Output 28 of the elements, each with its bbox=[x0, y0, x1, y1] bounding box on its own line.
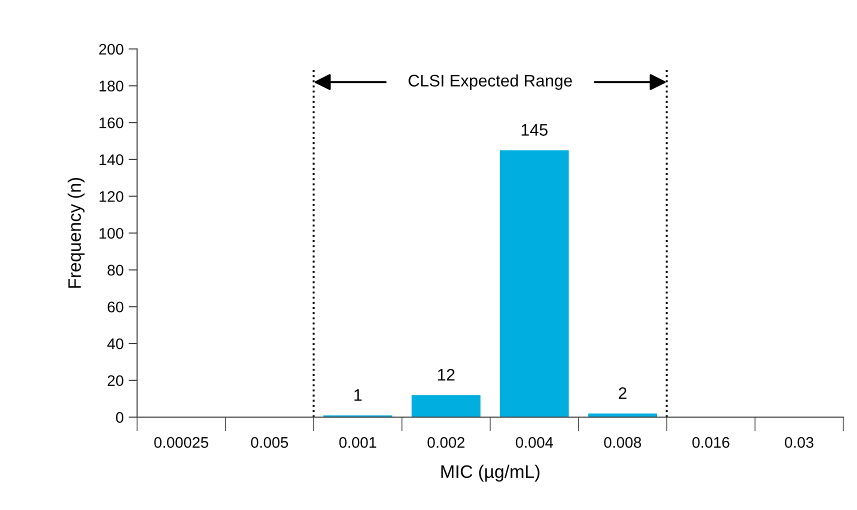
y-tick-label: 120 bbox=[100, 191, 124, 202]
y-tick-label: 200 bbox=[99, 44, 124, 55]
data-label: 1 bbox=[354, 389, 362, 401]
y-tick-label: 80 bbox=[108, 264, 124, 276]
x-axis-title: MIC (µg/mL) bbox=[441, 464, 540, 482]
annotation: CLSI Expected Range bbox=[408, 74, 572, 90]
y-tick-label: 100 bbox=[100, 228, 124, 239]
x-tick-label: 0.004 bbox=[516, 437, 554, 448]
data-label: 2 bbox=[618, 387, 626, 399]
x-tick-label: 0.00025 bbox=[154, 437, 208, 448]
y-tick-label: 160 bbox=[100, 117, 124, 128]
bar bbox=[500, 150, 569, 418]
data-label: 145 bbox=[522, 124, 548, 136]
x-tick-label: 0.03 bbox=[784, 437, 814, 448]
x-tick-label: 0.005 bbox=[251, 437, 288, 448]
x-tick-label: 0.002 bbox=[428, 437, 464, 448]
y-tick-label: 0 bbox=[116, 412, 124, 423]
y-tick-label: 20 bbox=[108, 375, 124, 386]
y-tick-label: 40 bbox=[107, 338, 124, 350]
y-axis-title: Frequency (n) bbox=[68, 178, 85, 288]
x-tick-label: 0.008 bbox=[604, 437, 642, 448]
data-label: 12 bbox=[438, 368, 454, 381]
x-tick-label: 0.001 bbox=[339, 437, 376, 448]
y-tick-label: 180 bbox=[100, 80, 124, 92]
x-tick-label: 0.016 bbox=[692, 437, 730, 448]
bar bbox=[412, 395, 480, 418]
y-tick-label: 60 bbox=[108, 302, 124, 312]
y-tick-label: 140 bbox=[100, 154, 124, 166]
